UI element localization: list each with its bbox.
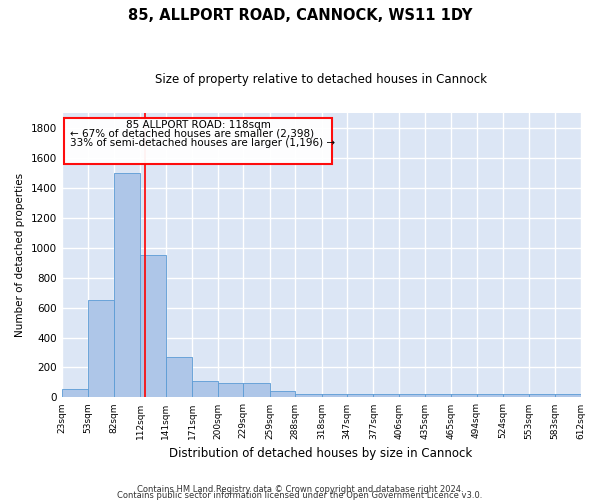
Text: 33% of semi-detached houses are larger (1,196) →: 33% of semi-detached houses are larger (… — [70, 138, 335, 147]
Text: Contains public sector information licensed under the Open Government Licence v3: Contains public sector information licen… — [118, 491, 482, 500]
Bar — [373, 394, 399, 398]
Text: 85, ALLPORT ROAD, CANNOCK, WS11 1DY: 85, ALLPORT ROAD, CANNOCK, WS11 1DY — [128, 8, 472, 22]
Bar — [295, 394, 322, 398]
Bar — [347, 394, 373, 398]
Bar — [192, 381, 218, 398]
Bar — [555, 394, 581, 398]
Bar — [529, 394, 555, 398]
Text: ← 67% of detached houses are smaller (2,398): ← 67% of detached houses are smaller (2,… — [70, 128, 314, 138]
Bar — [140, 255, 166, 398]
Bar — [113, 173, 140, 398]
Bar — [451, 394, 476, 398]
Bar — [88, 300, 113, 398]
Bar — [476, 394, 503, 398]
Bar — [399, 394, 425, 398]
Bar — [322, 394, 347, 398]
Bar — [269, 390, 295, 398]
Bar — [243, 383, 269, 398]
Bar — [503, 394, 529, 398]
Text: 85 ALLPORT ROAD: 118sqm: 85 ALLPORT ROAD: 118sqm — [126, 120, 271, 130]
Title: Size of property relative to detached houses in Cannock: Size of property relative to detached ho… — [155, 72, 487, 86]
Bar — [218, 383, 243, 398]
FancyBboxPatch shape — [64, 118, 332, 164]
Text: Contains HM Land Registry data © Crown copyright and database right 2024.: Contains HM Land Registry data © Crown c… — [137, 484, 463, 494]
Bar — [425, 394, 451, 398]
Bar — [62, 389, 88, 398]
Bar — [166, 357, 192, 398]
Y-axis label: Number of detached properties: Number of detached properties — [15, 173, 25, 338]
X-axis label: Distribution of detached houses by size in Cannock: Distribution of detached houses by size … — [169, 447, 473, 460]
